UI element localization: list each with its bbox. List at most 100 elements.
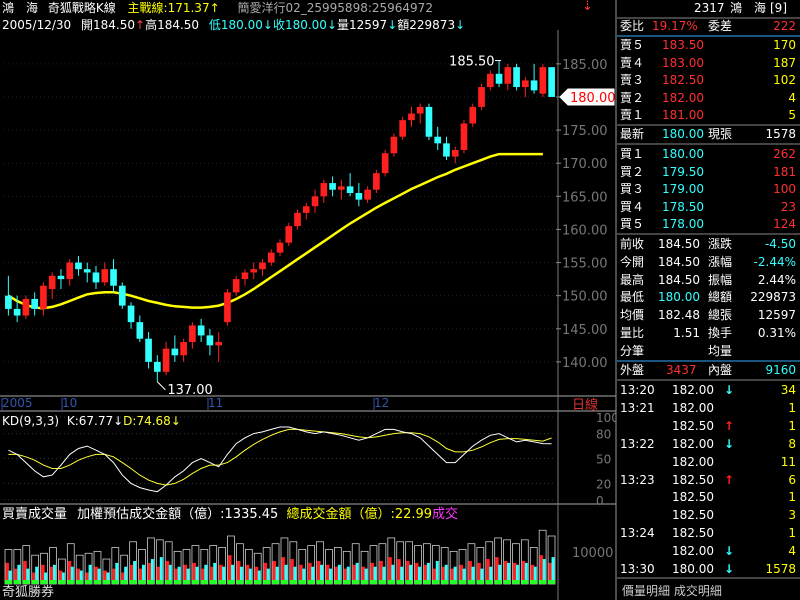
stat-value-1: 184.50 xyxy=(658,237,700,251)
volume-bar-sell xyxy=(400,566,404,584)
volume-bar-base xyxy=(147,580,155,584)
chart-mode-label: 日線 xyxy=(572,397,598,413)
stat-row: 分筆 均量 xyxy=(616,343,800,360)
volume-bar-base xyxy=(396,580,404,584)
volume-bar-base xyxy=(441,580,449,584)
volume-bar-buy xyxy=(41,564,45,584)
stat-row: 今開 184.50 漲幅 -2.44% xyxy=(616,254,800,271)
volume-bar-sell xyxy=(382,566,386,584)
tick-arrow: ↓ xyxy=(724,436,735,451)
volume-bar-base xyxy=(76,580,84,584)
volume-bar-buy xyxy=(236,560,241,584)
volume-bar-base xyxy=(191,580,199,584)
volume-bar-base xyxy=(120,580,128,584)
volume-bar-base xyxy=(102,580,110,584)
candle-body xyxy=(250,269,258,273)
candle-body xyxy=(206,335,214,346)
volume-bar-sell xyxy=(35,566,39,584)
stat-label-1: 量比 xyxy=(620,326,645,340)
volume-bar-base xyxy=(387,580,395,584)
ask-row: 賣１ 181.00 5 xyxy=(616,107,800,124)
volume-bar-buy xyxy=(32,572,36,584)
volume-bar-sell xyxy=(551,557,555,584)
candle-body xyxy=(259,262,266,270)
bid-row: 買４ 178.50 23 xyxy=(616,199,800,216)
tick-time: 13:21 xyxy=(620,400,655,415)
candle-body xyxy=(171,348,179,356)
stat-row: 均價 182.48 總張 12597 xyxy=(616,307,800,324)
volume-bar-base xyxy=(263,580,271,584)
volume-bar-base xyxy=(245,580,253,584)
bid-row: 買１ 180.00 262 xyxy=(616,146,800,163)
volume-bar-buy xyxy=(130,564,134,584)
header-line-2: 2005/12/30 開184.50↑高184.50 低180.00↓收180.… xyxy=(2,18,465,33)
kd-k-line xyxy=(8,426,552,493)
volume-bar-base xyxy=(361,580,369,584)
price-tick-label: 165.00 xyxy=(562,190,608,205)
high-label: 高184.50 xyxy=(145,18,200,32)
volume-bar-sell xyxy=(231,564,234,584)
candle-body xyxy=(241,272,249,280)
volume-bar-sell xyxy=(44,572,48,584)
bid-price: 179.00 xyxy=(662,182,704,197)
volume-bar-base xyxy=(512,580,520,584)
volume-bar-base xyxy=(183,580,190,584)
volume-bar-buy xyxy=(326,564,330,584)
candle-body xyxy=(101,269,109,283)
candle-body xyxy=(434,136,442,144)
candle-body xyxy=(118,285,126,306)
volume-bar-base xyxy=(13,580,21,584)
volume-bar-base xyxy=(22,580,30,584)
volume-bar-sell xyxy=(106,572,110,584)
volume-bar-buy xyxy=(192,562,196,584)
candle-body xyxy=(75,262,82,270)
ma-line xyxy=(7,152,543,310)
tick-row: 13:20 182.00 ↓ 34 xyxy=(616,382,800,398)
volume-bar-base xyxy=(289,580,297,584)
tick-time: 13:23 xyxy=(620,472,655,487)
volume-bar-base xyxy=(343,580,351,584)
ratio-label: 委比 xyxy=(620,19,645,33)
volume-bar-buy xyxy=(76,568,81,584)
quote-page: [9] xyxy=(770,1,787,15)
candle-body xyxy=(451,149,459,157)
volume-bar-sell xyxy=(471,566,475,584)
ask-label: 賣４ xyxy=(620,55,645,70)
stat-label-1: 最高 xyxy=(620,272,645,287)
bid-price: 178.00 xyxy=(662,217,704,232)
amount-arrow: ↓ xyxy=(455,18,466,32)
kd-tick-label: 0 xyxy=(596,494,604,508)
kd-d-arrow: ↓ xyxy=(170,414,181,428)
volume-bar-base xyxy=(476,580,484,584)
price-tick-label: 155.00 xyxy=(562,257,608,272)
price-tick-label: 150.00 xyxy=(562,290,608,305)
tick-row: 13:30 180.00 ↓ 1578 xyxy=(616,561,800,577)
tick-row: 182.00 11 xyxy=(616,454,800,470)
candle-body xyxy=(522,80,529,88)
tick-time: 13:22 xyxy=(620,436,655,451)
stat-value-2: -2.44% xyxy=(753,254,796,269)
quote-stock-name: 鴻 海 xyxy=(730,1,767,15)
stat-label-1: 分筆 xyxy=(620,343,645,358)
kd-header: KD(9,3,3) K:67.77↓D:74.68↓ xyxy=(2,414,181,429)
volume-bar-buy xyxy=(67,560,72,584)
stat-label-1: 前收 xyxy=(620,237,645,251)
tick-qty: 3 xyxy=(788,508,796,523)
price-tick-label: 175.00 xyxy=(562,124,608,139)
amount-label: 額229873 xyxy=(397,18,456,32)
tick-price: 182.00 xyxy=(672,383,714,397)
volume-bar-buy xyxy=(317,560,321,584)
tick-arrow: ↑ xyxy=(724,472,735,487)
tick-arrow: ↓ xyxy=(724,383,735,397)
volume-bar-buy xyxy=(147,562,152,584)
kd-k-label: K:67.77 xyxy=(66,414,114,428)
stat-row: 最高 184.50 振幅 2.44% xyxy=(616,272,800,289)
volume-bar-buy xyxy=(5,562,9,584)
volume-bar-sell xyxy=(302,568,306,584)
ask-qty: 102 xyxy=(773,73,796,88)
volume-bar-sell xyxy=(498,564,502,584)
quote-footer[interactable]: 價量明細 成交明細 xyxy=(622,584,722,598)
volume-bar-buy xyxy=(548,562,553,584)
chart-canvas[interactable]: 185.00 180.00 175.00 170.00 165.00 160.00 155.… xyxy=(0,0,616,600)
chart-name: 奇狐戰略K線 xyxy=(47,1,116,15)
